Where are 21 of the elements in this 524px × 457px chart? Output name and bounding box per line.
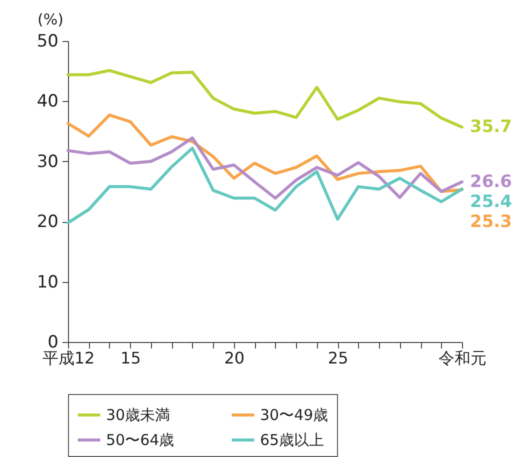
y-tick-label: 30 (36, 152, 58, 172)
x-tick-label: 25 (328, 348, 348, 368)
x-tick-label: 15 (120, 348, 141, 368)
data-label: 35.7 (470, 117, 512, 138)
y-tick-label: 20 (36, 212, 58, 232)
line-series (66, 146, 464, 224)
y-tick-label: 40 (36, 92, 58, 112)
data-label: 25.3 (470, 212, 512, 232)
x-tick-label: 令和元 (438, 348, 486, 368)
data-label: 26.6 (470, 172, 512, 192)
legend-label: 30〜49歳 (260, 406, 328, 424)
data-label: 25.4 (470, 192, 512, 212)
y-axis-title: (%) (38, 10, 64, 28)
line-series (66, 136, 464, 200)
legend-label: 50〜64歳 (106, 431, 174, 449)
y-tick-label: 50 (36, 32, 58, 52)
x-tick-label: 20 (224, 348, 245, 368)
y-tick-label: 10 (36, 272, 58, 292)
line-series (66, 69, 464, 129)
legend-label: 65歳以上 (260, 431, 324, 449)
legend-label: 30歳未満 (106, 406, 170, 424)
